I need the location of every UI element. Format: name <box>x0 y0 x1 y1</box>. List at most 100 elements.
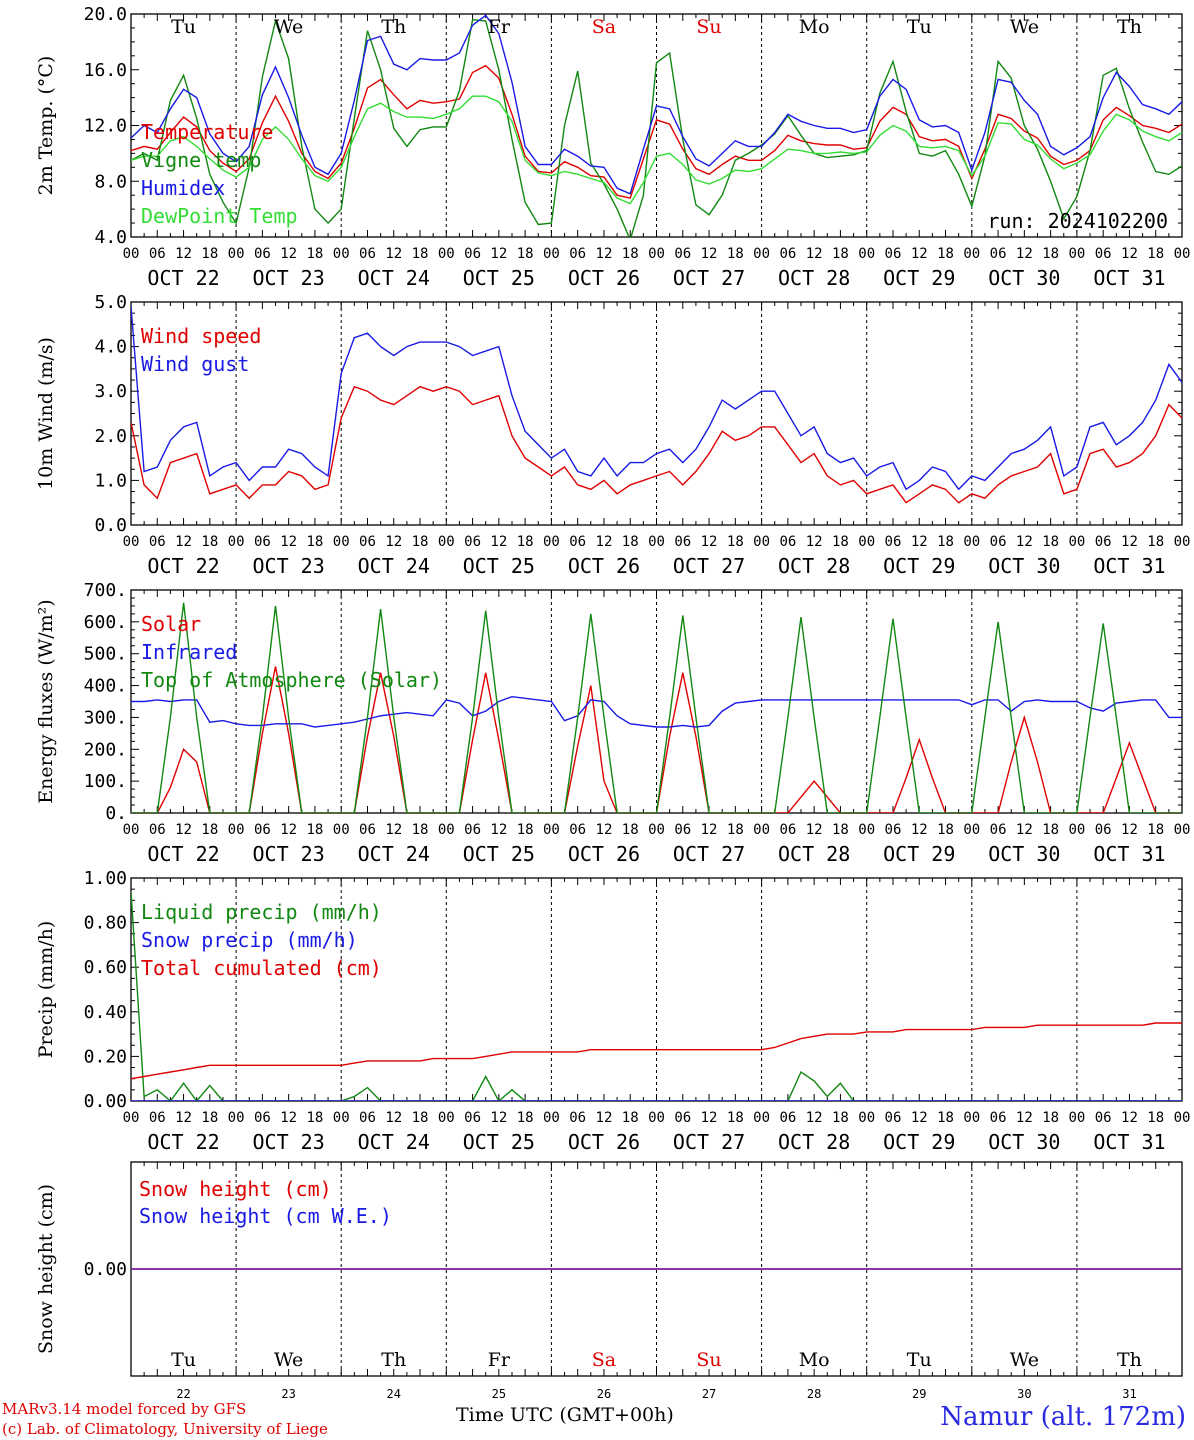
hour-label: 00 <box>753 246 770 262</box>
date-label: OCT 23 <box>253 1130 325 1154</box>
day-number: 29 <box>912 1387 926 1401</box>
hour-label: 06 <box>359 1110 376 1126</box>
y-tick-label: 4.0 <box>94 337 127 358</box>
hour-label: 00 <box>648 246 665 262</box>
hour-label: 00 <box>543 246 560 262</box>
panel-3: 0. 100. 200. 300. 400. 500. 600. 700. Energy flu… <box>35 580 1190 866</box>
hour-label: 12 <box>806 822 823 838</box>
hour-label: 12 <box>701 822 718 838</box>
date-label: OCT 27 <box>673 266 745 290</box>
hour-label: 00 <box>753 1110 770 1126</box>
hour-label: 06 <box>674 822 691 838</box>
day-label: Sa <box>592 16 616 38</box>
hour-label: 06 <box>885 246 902 262</box>
hour-label: 12 <box>911 534 928 550</box>
y-axis-label: 2m Temp. (°C) <box>35 56 57 196</box>
hour-label: 00 <box>333 1110 350 1126</box>
legend-entry: Top of Atmosphere (Solar) <box>141 668 442 692</box>
y-tick-label: 0.20 <box>84 1046 127 1067</box>
day-label: We <box>1010 1349 1039 1371</box>
hour-label: 00 <box>438 246 455 262</box>
date-label: OCT 22 <box>147 1130 219 1154</box>
hour-label: 06 <box>779 1110 796 1126</box>
day-label: Th <box>1117 1349 1142 1371</box>
hour-label: 18 <box>727 1110 744 1126</box>
date-label: OCT 23 <box>253 554 325 578</box>
hour-label: 06 <box>990 1110 1007 1126</box>
hour-label: 12 <box>1016 534 1033 550</box>
day-label: Fr <box>488 16 511 38</box>
date-label: OCT 28 <box>778 1130 850 1154</box>
legend-entry: Snow height (cm W.E.) <box>139 1204 392 1228</box>
y-tick-label: 1.00 <box>84 868 127 889</box>
hour-label: 00 <box>648 1110 665 1126</box>
panel-frame <box>130 301 1183 526</box>
date-label: OCT 26 <box>568 842 640 866</box>
hour-label: 18 <box>832 1110 849 1126</box>
model-credit: MARv3.14 model forced by GFS <box>2 1400 247 1418</box>
day-label: Su <box>696 1349 721 1371</box>
hour-label: 12 <box>175 534 192 550</box>
hour-label: 12 <box>806 1110 823 1126</box>
panel-5: 0.00 Snow height (cm) Snow height (cm) Snow… <box>35 1161 1183 1401</box>
hour-label: 12 <box>385 246 402 262</box>
date-label: OCT 31 <box>1093 266 1165 290</box>
hour-label: 12 <box>1016 246 1033 262</box>
day-label: Su <box>696 16 721 38</box>
legend-entry: Snow height (cm) <box>139 1177 332 1201</box>
hour-label: 00 <box>228 246 245 262</box>
hour-label: 06 <box>254 1110 271 1126</box>
y-tick-label: 0.60 <box>84 957 127 978</box>
hour-label: 18 <box>412 1110 429 1126</box>
hour-label: 00 <box>1174 822 1191 838</box>
date-label: OCT 29 <box>883 1130 955 1154</box>
y-tick-label: 12.0 <box>84 116 127 137</box>
hour-label: 12 <box>1121 1110 1138 1126</box>
hour-label: 12 <box>280 822 297 838</box>
day-label: Th <box>381 1349 406 1371</box>
y-tick-label: 0.40 <box>84 1002 127 1023</box>
hour-label: 12 <box>911 1110 928 1126</box>
day-label: Tu <box>907 1349 932 1371</box>
hour-label: 18 <box>306 246 323 262</box>
hour-label: 18 <box>1147 246 1164 262</box>
series-line <box>131 666 1182 813</box>
hour-label: 18 <box>1042 1110 1059 1126</box>
hour-label: 12 <box>1121 534 1138 550</box>
hour-label: 12 <box>911 246 928 262</box>
hour-label: 06 <box>359 534 376 550</box>
date-label: OCT 28 <box>778 554 850 578</box>
y-tick-label: 0.0 <box>94 515 127 536</box>
hour-label: 00 <box>1068 1110 1085 1126</box>
day-label: Th <box>1117 16 1142 38</box>
hour-label: 18 <box>306 534 323 550</box>
hour-label: 12 <box>280 246 297 262</box>
hour-label: 00 <box>858 822 875 838</box>
hour-label: 00 <box>1068 822 1085 838</box>
hour-label: 18 <box>937 1110 954 1126</box>
date-label: OCT 31 <box>1093 842 1165 866</box>
hour-label: 12 <box>1121 822 1138 838</box>
hour-label: 06 <box>779 822 796 838</box>
hour-label: 00 <box>1174 1110 1191 1126</box>
series-line <box>131 14 1182 195</box>
y-tick-label: 600. <box>84 612 127 633</box>
date-label: OCT 26 <box>568 266 640 290</box>
hour-label: 12 <box>490 822 507 838</box>
series-line <box>131 602 1182 813</box>
hour-label: 00 <box>333 246 350 262</box>
day-number: 31 <box>1122 1387 1136 1401</box>
hour-label: 00 <box>858 1110 875 1126</box>
day-number: 28 <box>807 1387 821 1401</box>
hour-label: 18 <box>412 822 429 838</box>
legend-entry: Wind gust <box>141 352 249 376</box>
day-label: Mo <box>799 16 830 38</box>
day-label: Tu <box>171 16 196 38</box>
date-label: OCT 31 <box>1093 1130 1165 1154</box>
hour-label: 06 <box>674 534 691 550</box>
hour-label: 00 <box>963 822 980 838</box>
hour-label: 00 <box>648 534 665 550</box>
hour-label: 12 <box>490 534 507 550</box>
series-line <box>131 95 1182 205</box>
hour-label: 00 <box>963 246 980 262</box>
